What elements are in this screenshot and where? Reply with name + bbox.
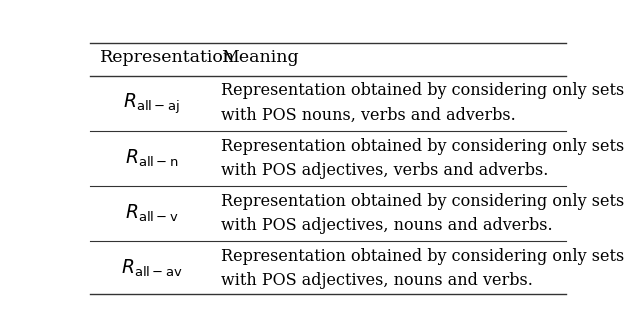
- Text: $R_{\mathrm{all-n}}$: $R_{\mathrm{all-n}}$: [125, 148, 179, 169]
- Text: $R_{\mathrm{all-av}}$: $R_{\mathrm{all-av}}$: [121, 258, 183, 279]
- Text: Representation: Representation: [100, 49, 235, 66]
- Text: with POS adjectives, nouns and adverbs.: with POS adjectives, nouns and adverbs.: [221, 217, 553, 234]
- Text: $R_{\mathrm{all-aj}}$: $R_{\mathrm{all-aj}}$: [124, 91, 180, 116]
- Text: with POS adjectives, nouns and verbs.: with POS adjectives, nouns and verbs.: [221, 272, 533, 289]
- Text: Meaning: Meaning: [221, 49, 299, 66]
- Text: with POS nouns, verbs and adverbs.: with POS nouns, verbs and adverbs.: [221, 107, 516, 124]
- Text: Representation obtained by considering only sets: Representation obtained by considering o…: [221, 248, 625, 265]
- Text: Representation obtained by considering only sets: Representation obtained by considering o…: [221, 83, 625, 100]
- Text: Representation obtained by considering only sets: Representation obtained by considering o…: [221, 193, 625, 210]
- Text: with POS adjectives, verbs and adverbs.: with POS adjectives, verbs and adverbs.: [221, 162, 548, 179]
- Text: $R_{\mathrm{all-v}}$: $R_{\mathrm{all-v}}$: [125, 203, 179, 224]
- Text: Representation obtained by considering only sets: Representation obtained by considering o…: [221, 138, 625, 155]
